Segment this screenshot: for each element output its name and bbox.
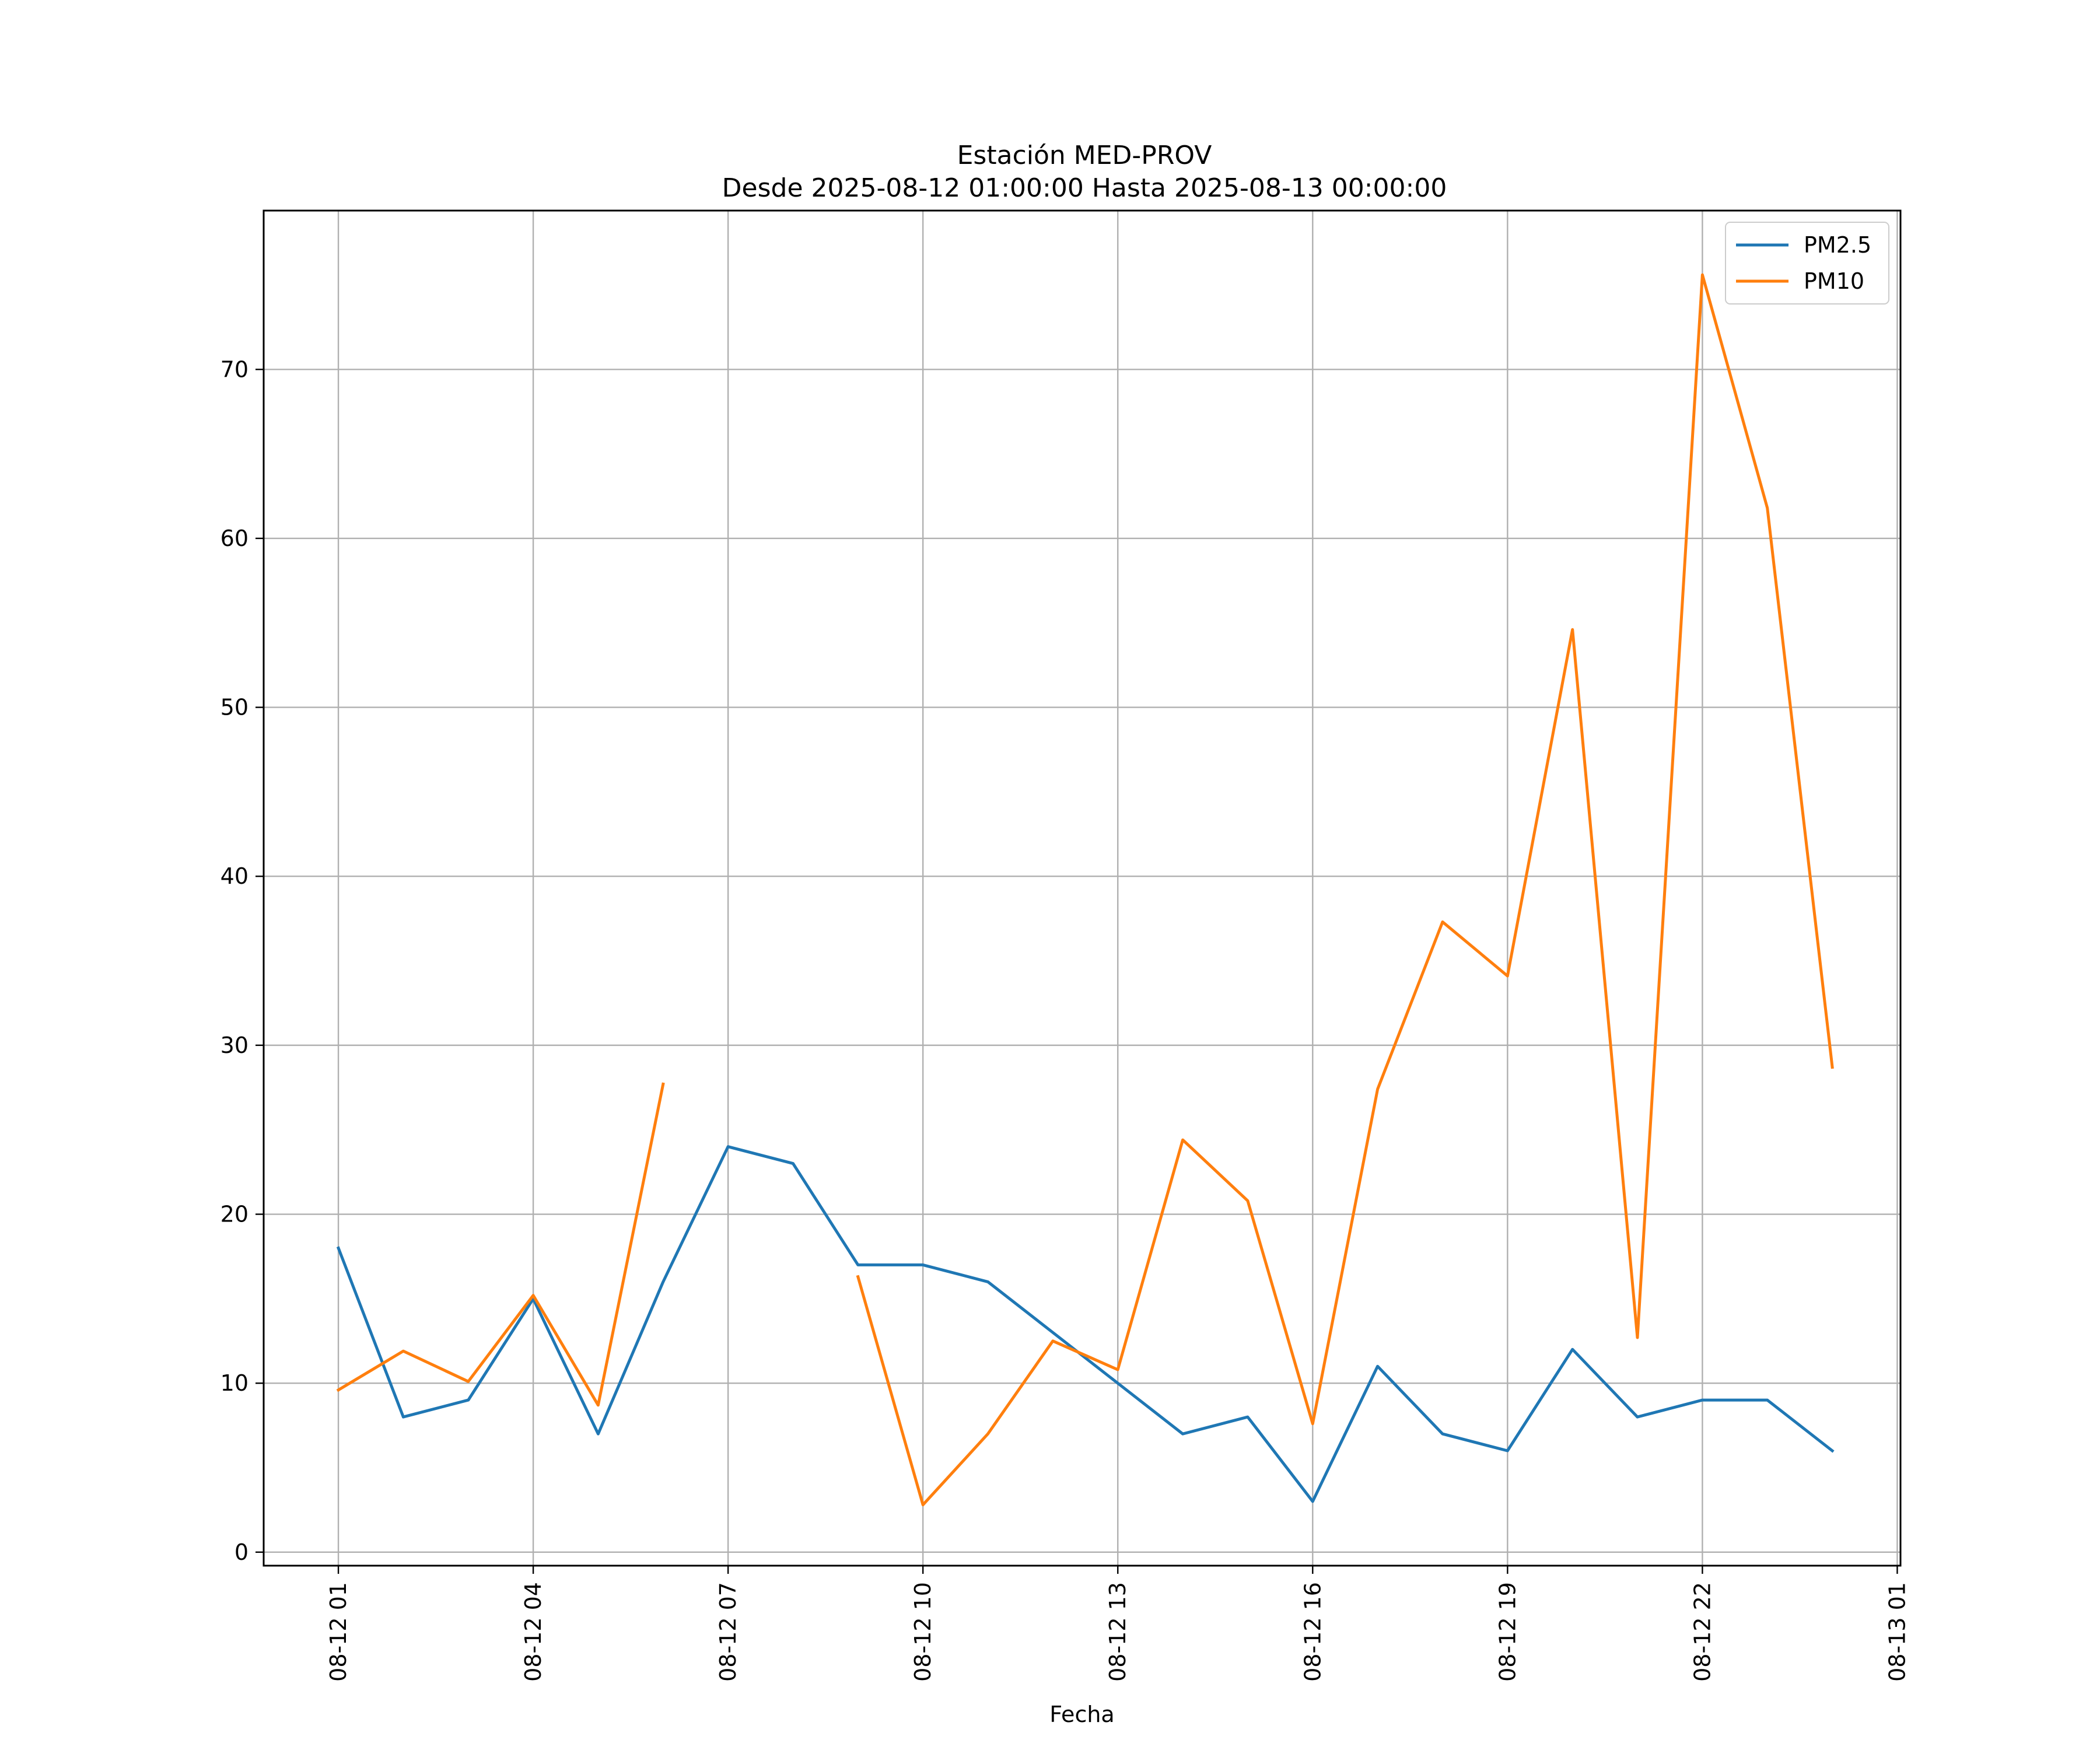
y-axis: 0 10 20 30 40 50 60 70 xyxy=(220,356,264,1565)
y-tick-label: 30 xyxy=(220,1032,249,1058)
series-line-pm10 xyxy=(336,1082,665,1407)
y-tick-label: 50 xyxy=(220,695,249,720)
x-tick-label: 08-12 01 xyxy=(326,1582,351,1682)
chart-subtitle: Desde 2025-08-12 01:00:00 Hasta 2025-08-… xyxy=(722,173,1447,203)
x-axis-label: Fecha xyxy=(1049,1702,1114,1727)
x-tick-label: 08-12 13 xyxy=(1105,1582,1130,1682)
y-tick-label: 60 xyxy=(220,526,249,551)
x-tick-label: 08-12 22 xyxy=(1689,1582,1715,1682)
series-line-pm25 xyxy=(336,1145,1835,1503)
legend-label-pm25: PM2.5 xyxy=(1804,232,1871,258)
legend-box xyxy=(1725,222,1889,304)
plot-frame xyxy=(262,209,1902,1567)
y-tick-label: 0 xyxy=(235,1539,249,1565)
chart-title: Estación MED-PROV xyxy=(957,141,1212,170)
y-tick-label: 10 xyxy=(220,1370,249,1396)
grid xyxy=(264,211,1901,1566)
series-line-pm10 xyxy=(856,273,1834,1507)
x-tick-label: 08-12 16 xyxy=(1300,1582,1325,1682)
legend: PM2.5 PM10 xyxy=(1725,222,1889,304)
x-tick-label: 08-12 04 xyxy=(520,1582,546,1682)
x-tick-label: 08-12 07 xyxy=(715,1582,741,1682)
x-tick-label: 08-13 01 xyxy=(1884,1582,1910,1682)
series-layer xyxy=(336,273,1835,1507)
x-tick-label: 08-12 10 xyxy=(910,1582,936,1682)
y-tick-label: 40 xyxy=(220,863,249,889)
legend-label-pm10: PM10 xyxy=(1804,268,1864,294)
y-tick-label: 70 xyxy=(220,356,249,382)
y-tick-label: 20 xyxy=(220,1202,249,1227)
x-axis: 08-12 01 08-12 04 08-12 07 08-12 10 08-12 13… xyxy=(326,1566,1910,1682)
x-tick-label: 08-12 19 xyxy=(1494,1582,1520,1682)
